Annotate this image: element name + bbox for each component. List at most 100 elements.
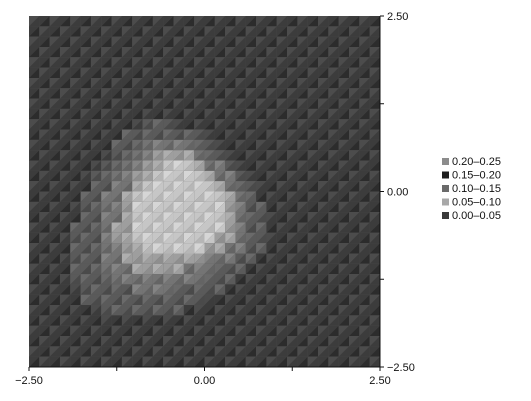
- heatmap-cell: [256, 16, 267, 27]
- heatmap-cell: [163, 46, 174, 58]
- heatmap-cell: [121, 336, 133, 347]
- heatmap-cell: [80, 315, 91, 326]
- heatmap-cell: [173, 26, 184, 37]
- heatmap-cell: [59, 294, 71, 306]
- heatmap-cell: [245, 129, 257, 140]
- heatmap-cell: [369, 139, 380, 151]
- heatmap-cell: [121, 129, 133, 140]
- heatmap-cell: [111, 263, 122, 275]
- heatmap-cell: [70, 191, 81, 202]
- heatmap-cell: [132, 36, 143, 47]
- heatmap-cell: [245, 108, 257, 120]
- heatmap-cell: [214, 57, 226, 68]
- heatmap-cell: [287, 253, 298, 264]
- heatmap-cell: [111, 263, 122, 275]
- heatmap-cell: [204, 46, 215, 58]
- heatmap-cell: [338, 46, 350, 58]
- heatmap-cell: [111, 305, 122, 316]
- heatmap-cell: [49, 274, 60, 285]
- heatmap-cell: [163, 46, 174, 58]
- heatmap-cell: [225, 160, 236, 171]
- heatmap-cell: [328, 222, 339, 233]
- heatmap-cell: [49, 263, 60, 275]
- heatmap-cell: [328, 98, 339, 109]
- heatmap-cell: [349, 57, 360, 68]
- heatmap-cell: [338, 67, 350, 78]
- heatmap-cell: [338, 274, 350, 285]
- heatmap-cell: [297, 232, 308, 244]
- heatmap-cell: [359, 284, 370, 295]
- heatmap-cell: [297, 294, 308, 306]
- heatmap-cell: [297, 67, 308, 78]
- heatmap-cell: [59, 26, 71, 37]
- heatmap-cell: [204, 26, 215, 37]
- heatmap-cell: [59, 212, 71, 223]
- heatmap-cell: [245, 191, 257, 202]
- heatmap-cell: [214, 170, 226, 182]
- heatmap-cell: [121, 315, 133, 326]
- heatmap-cell: [338, 98, 350, 109]
- heatmap-cell: [204, 170, 215, 182]
- heatmap-cell: [121, 315, 133, 326]
- heatmap-cell: [132, 356, 143, 367]
- heatmap-cell: [359, 346, 370, 357]
- heatmap-cell: [194, 36, 205, 47]
- heatmap-cell: [29, 315, 40, 326]
- heatmap-cell: [369, 232, 380, 244]
- heatmap-cell: [111, 201, 122, 213]
- heatmap-cell: [80, 108, 91, 120]
- heatmap-cell: [307, 119, 319, 130]
- heatmap-cell: [359, 170, 370, 182]
- heatmap-cell: [204, 315, 215, 326]
- heatmap-cell: [328, 119, 339, 130]
- heatmap-cell: [235, 181, 246, 192]
- heatmap-cell: [142, 325, 153, 337]
- heatmap-cell: [338, 243, 350, 254]
- heatmap-cell: [183, 36, 195, 47]
- heatmap-cell: [235, 263, 246, 275]
- x-tick-label: −2.50: [15, 375, 43, 387]
- heatmap-cell: [256, 274, 267, 285]
- heatmap-cell: [328, 201, 339, 213]
- heatmap-cell: [194, 263, 205, 275]
- heatmap-cell: [214, 305, 226, 316]
- heatmap-cell: [142, 119, 153, 130]
- heatmap-cell: [318, 243, 329, 254]
- heatmap-cell: [194, 160, 205, 171]
- heatmap-cell: [225, 139, 236, 151]
- heatmap-cell: [29, 181, 40, 192]
- heatmap-cell: [256, 150, 267, 161]
- heatmap-cell: [266, 67, 277, 78]
- heatmap-cell: [276, 77, 288, 89]
- heatmap-cell: [173, 26, 184, 37]
- heatmap-cell: [235, 57, 246, 68]
- heatmap-cell: [276, 201, 288, 213]
- heatmap-cell: [225, 129, 236, 140]
- heatmap-cell: [39, 57, 50, 68]
- heatmap-cell: [328, 191, 339, 202]
- heatmap-cell: [183, 294, 195, 306]
- heatmap-cell: [132, 346, 143, 357]
- heatmap-cell: [297, 98, 308, 109]
- heatmap-cell: [49, 57, 60, 68]
- heatmap-cell: [132, 16, 143, 27]
- heatmap-cell: [163, 77, 174, 89]
- heatmap-cell: [173, 212, 184, 223]
- heatmap-cell: [194, 284, 205, 295]
- heatmap-cell: [90, 315, 102, 326]
- heatmap-cell: [183, 88, 195, 99]
- heatmap-cell: [183, 46, 195, 58]
- heatmap-cell: [152, 160, 164, 171]
- heatmap-cell: [101, 222, 112, 233]
- heatmap-cell: [80, 88, 91, 99]
- heatmap-cell: [204, 253, 215, 264]
- heatmap-cell: [173, 191, 184, 202]
- heatmap-cell: [204, 232, 215, 244]
- heatmap-cell: [245, 36, 257, 47]
- heatmap-cell: [90, 67, 102, 78]
- heatmap-cell: [173, 222, 184, 233]
- heatmap-cell: [276, 191, 288, 202]
- heatmap-cell: [90, 294, 102, 306]
- heatmap-cell: [49, 356, 60, 367]
- heatmap-cell: [59, 57, 71, 68]
